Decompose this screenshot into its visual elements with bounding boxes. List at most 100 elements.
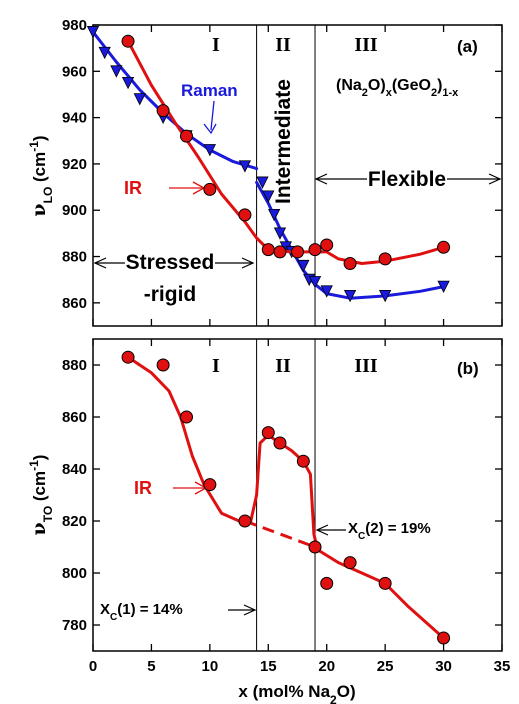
panel-b: 780 800 820 840 860 880 0 5 10 15 20 25 30 35 I II I… bbox=[27, 338, 511, 704]
raman-fit-line bbox=[91, 30, 259, 171]
panel-b-label: (b) bbox=[457, 359, 479, 378]
ir-data-point bbox=[378, 252, 392, 266]
stressed-label-bg bbox=[125, 248, 215, 274]
ir-data-point bbox=[238, 208, 252, 222]
ir-data-point bbox=[121, 34, 135, 48]
x-tick-label: 0 bbox=[89, 658, 97, 675]
xc1-arrowhead bbox=[243, 604, 257, 616]
ir-data-point bbox=[343, 256, 357, 270]
ir-data-point bbox=[437, 631, 451, 645]
ir-data-point bbox=[179, 410, 193, 424]
panel-b-ylabel: νTO (cm-1) bbox=[27, 455, 55, 536]
raman-data-point bbox=[133, 93, 146, 106]
ir-data-point bbox=[308, 540, 322, 554]
raman-data-point bbox=[121, 76, 135, 90]
y-tick-label: 860 bbox=[62, 409, 87, 426]
panel-a-y-ticks: 860 880 900 920 940 960 980 bbox=[62, 17, 503, 326]
raman-data-point bbox=[437, 280, 450, 294]
raman-arrowhead bbox=[203, 123, 217, 135]
y-tick-label: 820 bbox=[62, 513, 87, 530]
panel-a-boundaries bbox=[256, 25, 316, 326]
y-tick-label: 780 bbox=[62, 617, 87, 634]
intermediate-label: Intermediate bbox=[272, 79, 295, 204]
y-tick-label: 920 bbox=[62, 156, 87, 173]
raman-arrow bbox=[210, 100, 215, 131]
xc2-label: XC(2) = 19% bbox=[348, 520, 431, 542]
raman-data-point bbox=[262, 190, 275, 203]
flexible-label: Flexible bbox=[368, 168, 446, 191]
y-tick-label: 840 bbox=[62, 461, 87, 478]
raman-data-point bbox=[308, 276, 322, 289]
ir-data-point bbox=[121, 350, 135, 364]
x-tick-label: 15 bbox=[260, 658, 277, 675]
ir-data-point bbox=[320, 238, 334, 252]
panel-b-region-1: I bbox=[212, 355, 220, 377]
flexible-arrowhead-left bbox=[314, 173, 328, 185]
panel-b-region-3: III bbox=[354, 355, 378, 377]
y-tick-label: 860 bbox=[62, 295, 87, 312]
raman-data-point bbox=[378, 289, 392, 303]
raman-data-point bbox=[98, 46, 111, 60]
raman-data-point bbox=[343, 289, 357, 303]
raman-data-point bbox=[256, 176, 269, 189]
ir-data-point bbox=[156, 358, 170, 372]
flexible-arrowhead-right bbox=[488, 173, 502, 185]
ir-label-b: IR bbox=[134, 478, 152, 498]
panel-a-label: (a) bbox=[457, 37, 478, 56]
ir-data-point bbox=[156, 104, 170, 118]
ir-data-point bbox=[273, 245, 287, 259]
ir-data-point bbox=[261, 426, 275, 440]
x-tick-label: 10 bbox=[202, 658, 219, 675]
composition-formula: (Na2O)x(GeO2)1-x bbox=[336, 77, 459, 99]
panel-b-region-2: II bbox=[275, 355, 291, 377]
y-tick-label: 960 bbox=[62, 63, 87, 80]
raman-data-point bbox=[320, 285, 333, 298]
ir-data-point bbox=[378, 576, 392, 590]
panel-b-frame bbox=[92, 338, 503, 652]
stressed-arrowhead-right bbox=[241, 257, 255, 269]
ir-data-point bbox=[296, 454, 310, 468]
ir-data-point bbox=[203, 478, 217, 492]
ir-data-point bbox=[320, 576, 334, 590]
ir-data-point bbox=[203, 182, 217, 196]
y-tick-label: 940 bbox=[62, 110, 87, 127]
x-tick-label: 25 bbox=[377, 658, 394, 675]
x-tick-label: 30 bbox=[435, 658, 452, 675]
ir-data-point bbox=[261, 243, 275, 257]
panel-b-series bbox=[121, 350, 451, 645]
raman-data-point bbox=[86, 26, 100, 39]
panel-b-xlabel: x (mol% Na2O) bbox=[238, 682, 355, 704]
stressed-label-line1: Stressed bbox=[126, 251, 215, 274]
raman-data-point bbox=[297, 259, 310, 273]
x-tick-label: 20 bbox=[318, 658, 335, 675]
ir-label-a: IR bbox=[124, 178, 142, 198]
panel-b-boundaries bbox=[256, 339, 316, 651]
x-tick-label: 35 bbox=[494, 658, 511, 675]
flexible-label-bg bbox=[367, 165, 447, 191]
ir-data-point bbox=[179, 129, 193, 143]
panel-a-frame bbox=[92, 24, 503, 327]
ir-data-point bbox=[437, 240, 451, 254]
raman-data-point bbox=[110, 65, 123, 78]
panel-a-region-2: II bbox=[275, 34, 291, 56]
ir-data-point bbox=[273, 436, 287, 450]
panel-a-region-3: III bbox=[354, 34, 378, 56]
ir-dashed-extrapolation bbox=[244, 519, 316, 549]
panel-a-ylabel: νLO (cm-1) bbox=[27, 135, 55, 216]
y-tick-label: 980 bbox=[62, 17, 87, 34]
stressed-arrowhead-left bbox=[93, 257, 107, 269]
panel-b-x-ticks: 0 5 10 15 20 25 30 35 bbox=[89, 339, 511, 675]
raman-label: Raman bbox=[181, 81, 238, 100]
panel-a-series bbox=[86, 26, 451, 303]
ir-fit-line bbox=[126, 355, 446, 640]
y-tick-label: 900 bbox=[62, 202, 87, 219]
panel-b-y-ticks: 780 800 820 840 860 880 bbox=[62, 357, 502, 634]
y-tick-label: 800 bbox=[62, 565, 87, 582]
xc2-arrowhead bbox=[315, 524, 329, 536]
xc1-label: XC(1) = 14% bbox=[100, 601, 183, 623]
x-tick-label: 5 bbox=[147, 658, 155, 675]
ir-data-point bbox=[343, 556, 357, 570]
stressed-label-line2: -rigid bbox=[144, 283, 197, 306]
ir-data-point bbox=[291, 245, 304, 259]
